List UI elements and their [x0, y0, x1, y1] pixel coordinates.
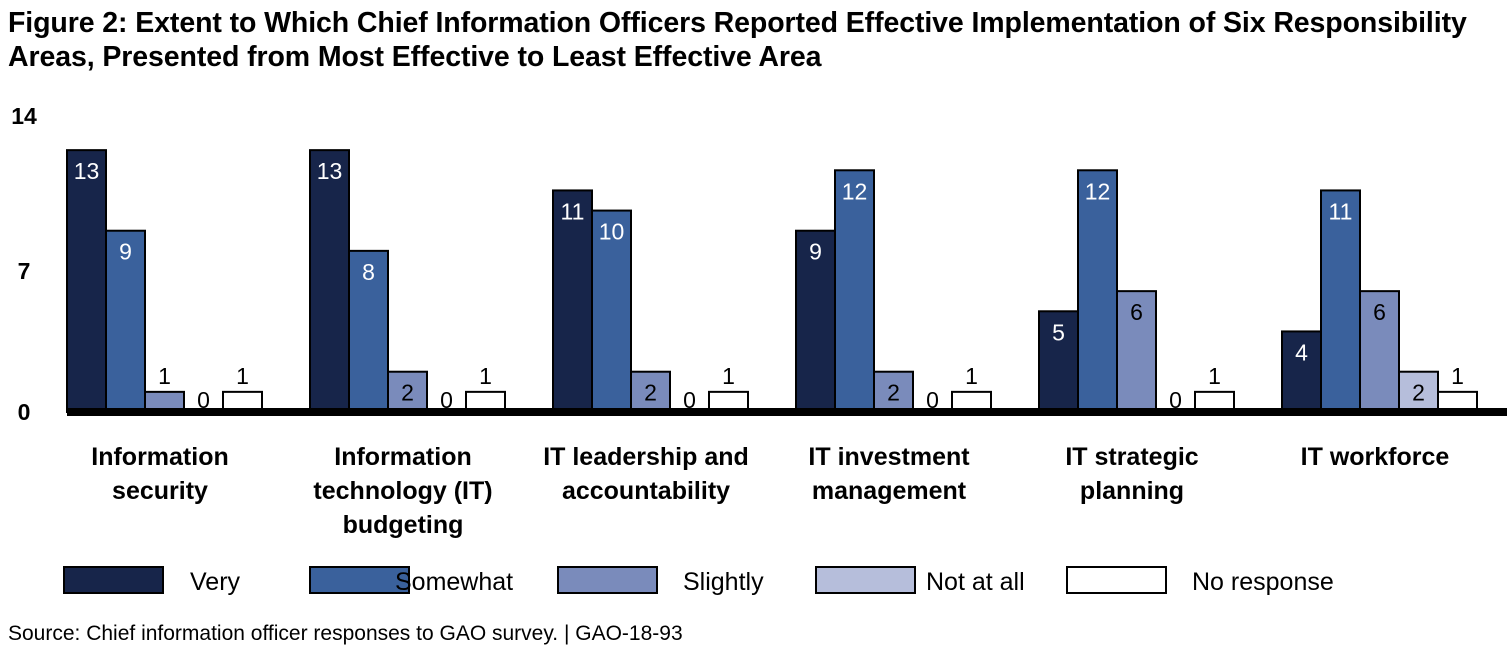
data-label: 11 — [1329, 198, 1353, 224]
legend-swatch — [557, 566, 658, 594]
bar — [591, 209, 632, 413]
bar — [1359, 290, 1400, 413]
x-tick-label: planning — [1080, 477, 1184, 505]
legend-swatch — [309, 566, 410, 594]
data-label: 1 — [965, 363, 978, 389]
data-label: 5 — [1052, 319, 1065, 345]
data-label: 2 — [887, 380, 900, 406]
bar — [630, 370, 671, 414]
x-tick-label: Information — [334, 443, 472, 471]
bar — [795, 229, 836, 413]
data-label: 1 — [236, 363, 249, 389]
legend-label: Not at all — [926, 568, 1025, 596]
bar — [66, 149, 107, 413]
bar — [834, 169, 875, 413]
bar — [1038, 310, 1079, 413]
legend-label: Slightly — [683, 568, 764, 596]
x-tick-label: IT strategic — [1065, 443, 1198, 471]
data-label: 0 — [683, 387, 696, 413]
data-label: 1 — [1208, 363, 1221, 389]
legend-label: Somewhat — [395, 568, 513, 596]
data-label: 9 — [119, 239, 132, 265]
x-tick-label: budgeting — [343, 511, 464, 539]
x-tick-label: IT leadership and — [543, 443, 749, 471]
legend-label: No response — [1192, 568, 1334, 596]
bar — [348, 249, 389, 413]
legend-label: Very — [190, 568, 241, 596]
data-label: 8 — [362, 259, 375, 285]
x-tick-label: technology (IT) — [313, 477, 492, 505]
data-label: 0 — [926, 387, 939, 413]
bar — [1116, 290, 1157, 413]
legend: Very Somewhat Slightly Not at all No respons… — [63, 566, 1334, 596]
legend-swatch — [1066, 566, 1167, 594]
bar — [309, 149, 350, 413]
x-axis-labels: Information security Information technology… — [91, 443, 1449, 539]
baseline — [67, 408, 1507, 416]
x-tick-label: Information — [91, 443, 229, 471]
data-label: 0 — [197, 387, 210, 413]
x-tick-label: IT investment — [808, 443, 970, 471]
y-tick-label: 0 — [18, 399, 31, 425]
data-label: 6 — [1373, 299, 1386, 325]
x-tick-label: IT workforce — [1301, 443, 1450, 471]
data-label: 9 — [809, 239, 822, 265]
data-label: 0 — [440, 387, 453, 413]
data-label: 0 — [1169, 387, 1182, 413]
source-note: Source: Chief information officer respon… — [8, 622, 683, 645]
y-axis: 0 7 14 — [11, 103, 37, 425]
data-label: 2 — [1412, 380, 1425, 406]
data-label: 1 — [1451, 363, 1464, 389]
data-label: 11 — [561, 198, 585, 224]
chart-title: Figure 2: Extent to Which Chief Informat… — [8, 7, 1467, 73]
data-label: 12 — [842, 178, 868, 204]
bar — [387, 370, 428, 414]
data-label: 1 — [158, 363, 171, 389]
data-label: 13 — [74, 158, 100, 184]
data-label: 1 — [479, 363, 492, 389]
x-tick-label: management — [812, 477, 967, 505]
data-label: 2 — [644, 380, 657, 406]
data-label: 10 — [599, 219, 625, 245]
x-axis — [67, 408, 1507, 416]
data-label: 4 — [1295, 339, 1308, 365]
data-label: 6 — [1130, 299, 1143, 325]
y-tick-label: 7 — [18, 258, 31, 284]
legend-swatch — [815, 566, 916, 594]
x-tick-label: security — [112, 477, 208, 505]
legend-swatch — [63, 566, 164, 594]
y-tick-label: 14 — [11, 103, 37, 129]
data-label: 2 — [401, 380, 414, 406]
x-tick-label: accountability — [562, 477, 730, 505]
data-label: 1 — [722, 363, 735, 389]
data-label: 12 — [1085, 178, 1111, 204]
data-label: 13 — [317, 158, 343, 184]
bar — [1077, 169, 1118, 413]
